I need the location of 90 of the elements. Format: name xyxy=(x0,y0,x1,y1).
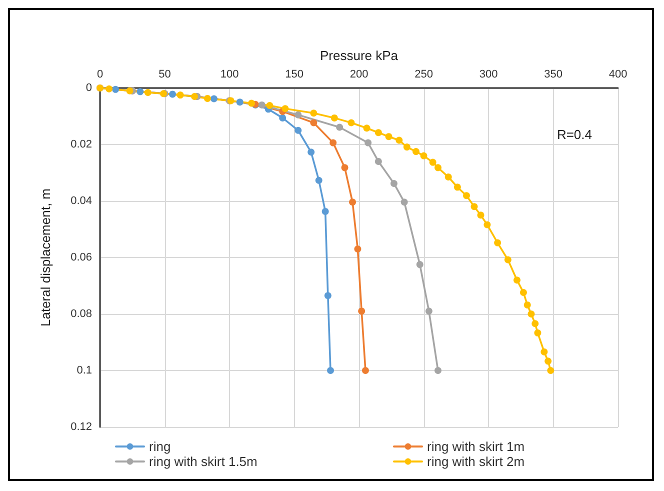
y-tick-label: 0 xyxy=(86,82,92,94)
legend-label: ring with skirt 1m xyxy=(427,439,525,454)
point xyxy=(390,180,398,187)
point xyxy=(236,98,244,106)
x-tick-label: 0 xyxy=(96,68,104,80)
point xyxy=(106,85,113,92)
y-tick-label: 0.04 xyxy=(70,195,92,207)
point xyxy=(282,105,289,112)
point xyxy=(528,310,535,318)
legend-label: ring with skirt 2m xyxy=(427,454,525,469)
point xyxy=(330,114,338,122)
legend-label: ring xyxy=(149,439,171,454)
x-tick-label: 300 xyxy=(479,68,498,80)
point xyxy=(477,212,484,219)
point xyxy=(532,320,539,328)
point xyxy=(336,124,344,131)
point xyxy=(374,158,382,165)
point xyxy=(204,94,211,102)
point xyxy=(484,221,491,228)
point xyxy=(363,124,370,132)
point xyxy=(176,92,184,99)
y-tick-label: 0.12 xyxy=(70,421,92,433)
point xyxy=(210,95,218,102)
point xyxy=(144,89,152,96)
point xyxy=(362,367,369,374)
point xyxy=(258,101,266,108)
point xyxy=(349,198,356,206)
x-tick-label: 200 xyxy=(350,68,368,80)
point xyxy=(374,129,382,136)
point xyxy=(470,203,478,210)
point xyxy=(126,87,134,94)
annotation: R=0.4 xyxy=(556,127,592,142)
point xyxy=(266,102,274,110)
point xyxy=(412,148,420,156)
point xyxy=(385,133,392,140)
point xyxy=(544,358,552,365)
point xyxy=(434,367,442,374)
y-tick-label: 0.02 xyxy=(70,138,92,150)
x-tick-label: 250 xyxy=(414,68,433,80)
point xyxy=(416,261,424,268)
point xyxy=(341,164,348,172)
point xyxy=(400,198,408,206)
point xyxy=(279,114,286,122)
point xyxy=(315,176,322,184)
point xyxy=(324,292,332,300)
point xyxy=(403,144,410,151)
x-tick-label: 350 xyxy=(544,68,562,80)
y-tick-label: 0.08 xyxy=(70,308,92,320)
point xyxy=(540,348,548,356)
point xyxy=(322,208,329,215)
x-tick-label: 50 xyxy=(158,68,171,80)
point xyxy=(112,86,120,93)
point xyxy=(462,192,470,200)
point xyxy=(429,158,436,166)
x-tick-label: 150 xyxy=(285,68,304,80)
point xyxy=(513,276,520,284)
point xyxy=(327,367,334,374)
point xyxy=(504,256,512,264)
point xyxy=(248,100,256,107)
point xyxy=(310,110,318,117)
point xyxy=(396,136,403,144)
point xyxy=(420,152,428,160)
y-tick-label: 0.06 xyxy=(70,252,92,264)
point xyxy=(454,184,461,191)
point xyxy=(534,329,542,336)
point xyxy=(524,301,531,308)
point xyxy=(310,119,318,126)
x-tick-label: 400 xyxy=(608,68,628,80)
point xyxy=(348,119,355,126)
point xyxy=(294,111,302,118)
y-tick-label: 0.1 xyxy=(76,364,92,376)
point xyxy=(308,148,315,156)
point xyxy=(444,173,452,180)
point xyxy=(136,88,144,96)
point xyxy=(191,92,198,100)
point xyxy=(434,164,442,172)
point xyxy=(330,139,337,146)
point xyxy=(294,126,302,134)
legend-label: ring with skirt 1.5m xyxy=(149,454,258,469)
point xyxy=(425,308,432,315)
point xyxy=(169,90,176,98)
point xyxy=(364,139,372,146)
point xyxy=(354,246,362,253)
point xyxy=(358,308,366,315)
x-tick-label: 100 xyxy=(220,68,239,80)
y-axis-title: Lateral displacement, m xyxy=(38,188,53,327)
point xyxy=(547,367,554,374)
point xyxy=(520,289,527,296)
x-axis-title: Pressure kPa xyxy=(320,48,399,63)
point xyxy=(494,239,502,246)
